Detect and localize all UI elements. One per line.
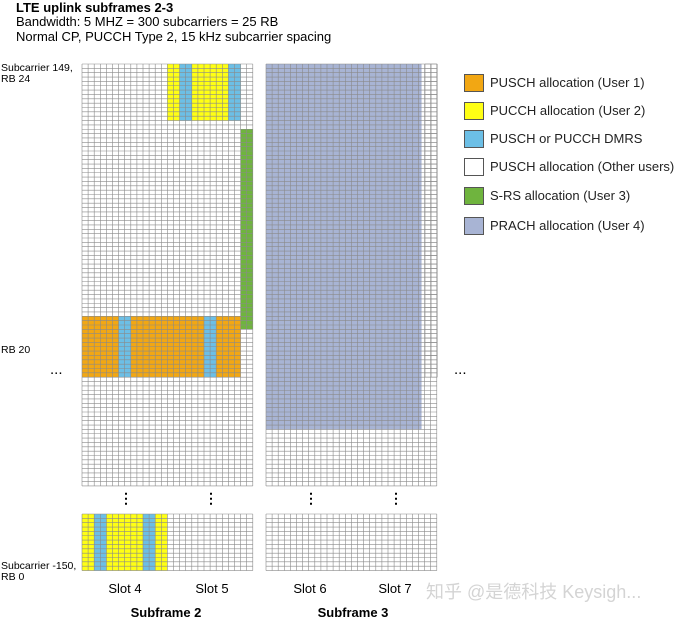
edge-column-grid [424,63,438,378]
vertical-dots-slot4: ⋮ [119,490,133,506]
legend-swatch [464,74,484,92]
subframe3-bottom-grid [265,513,438,571]
legend-swatch [464,217,484,235]
subframe2-bottom-grid [81,513,254,571]
legend-label: PUSCH or PUCCH DMRS [490,131,643,146]
legend-label: PUSCH allocation (User 1) [490,75,645,90]
slot4-label: Slot 4 [108,581,142,596]
right-ellipsis: ... [454,361,467,378]
top-rb-label: RB 24 [1,73,31,85]
diagram-title: LTE uplink subframes 2-3 [16,0,174,15]
legend-swatch [464,187,484,205]
bandwidth-line: Bandwidth: 5 MHZ = 300 subcarriers = 25 … [16,14,279,29]
legend-label: S-RS allocation (User 3) [490,188,631,203]
subframe3-grid [265,63,438,487]
watermark: 知乎 @是德科技 Keysigh... [426,582,642,602]
rb20-label: RB 20 [1,344,31,356]
slot5-label: Slot 5 [195,581,229,596]
legend-label: PUSCH allocation (Other users) [490,159,675,174]
legend-label: PRACH allocation (User 4) [490,218,645,233]
vertical-dots-slot7: ⋮ [389,490,403,506]
bottom-rb-label: RB 0 [1,571,25,583]
bottom-subcarrier-label: Subcarrier -150, [1,560,77,572]
config-line: Normal CP, PUCCH Type 2, 15 kHz subcarri… [16,29,332,44]
vertical-dots-slot5: ⋮ [204,490,218,506]
subframe3-label: Subframe 3 [317,605,389,620]
legend-swatch [464,158,484,176]
subframe2-label: Subframe 2 [130,605,202,620]
legend-swatch [464,130,484,148]
left-ellipsis: ... [50,361,63,378]
slot6-label: Slot 6 [293,581,327,596]
vertical-dots-slot6: ⋮ [304,490,318,506]
slot7-label: Slot 7 [378,581,412,596]
top-subcarrier-label: Subcarrier 149, [1,62,73,74]
legend-label: PUCCH allocation (User 2) [490,103,646,118]
subframe2-grid [81,63,254,487]
legend-swatch [464,102,484,120]
